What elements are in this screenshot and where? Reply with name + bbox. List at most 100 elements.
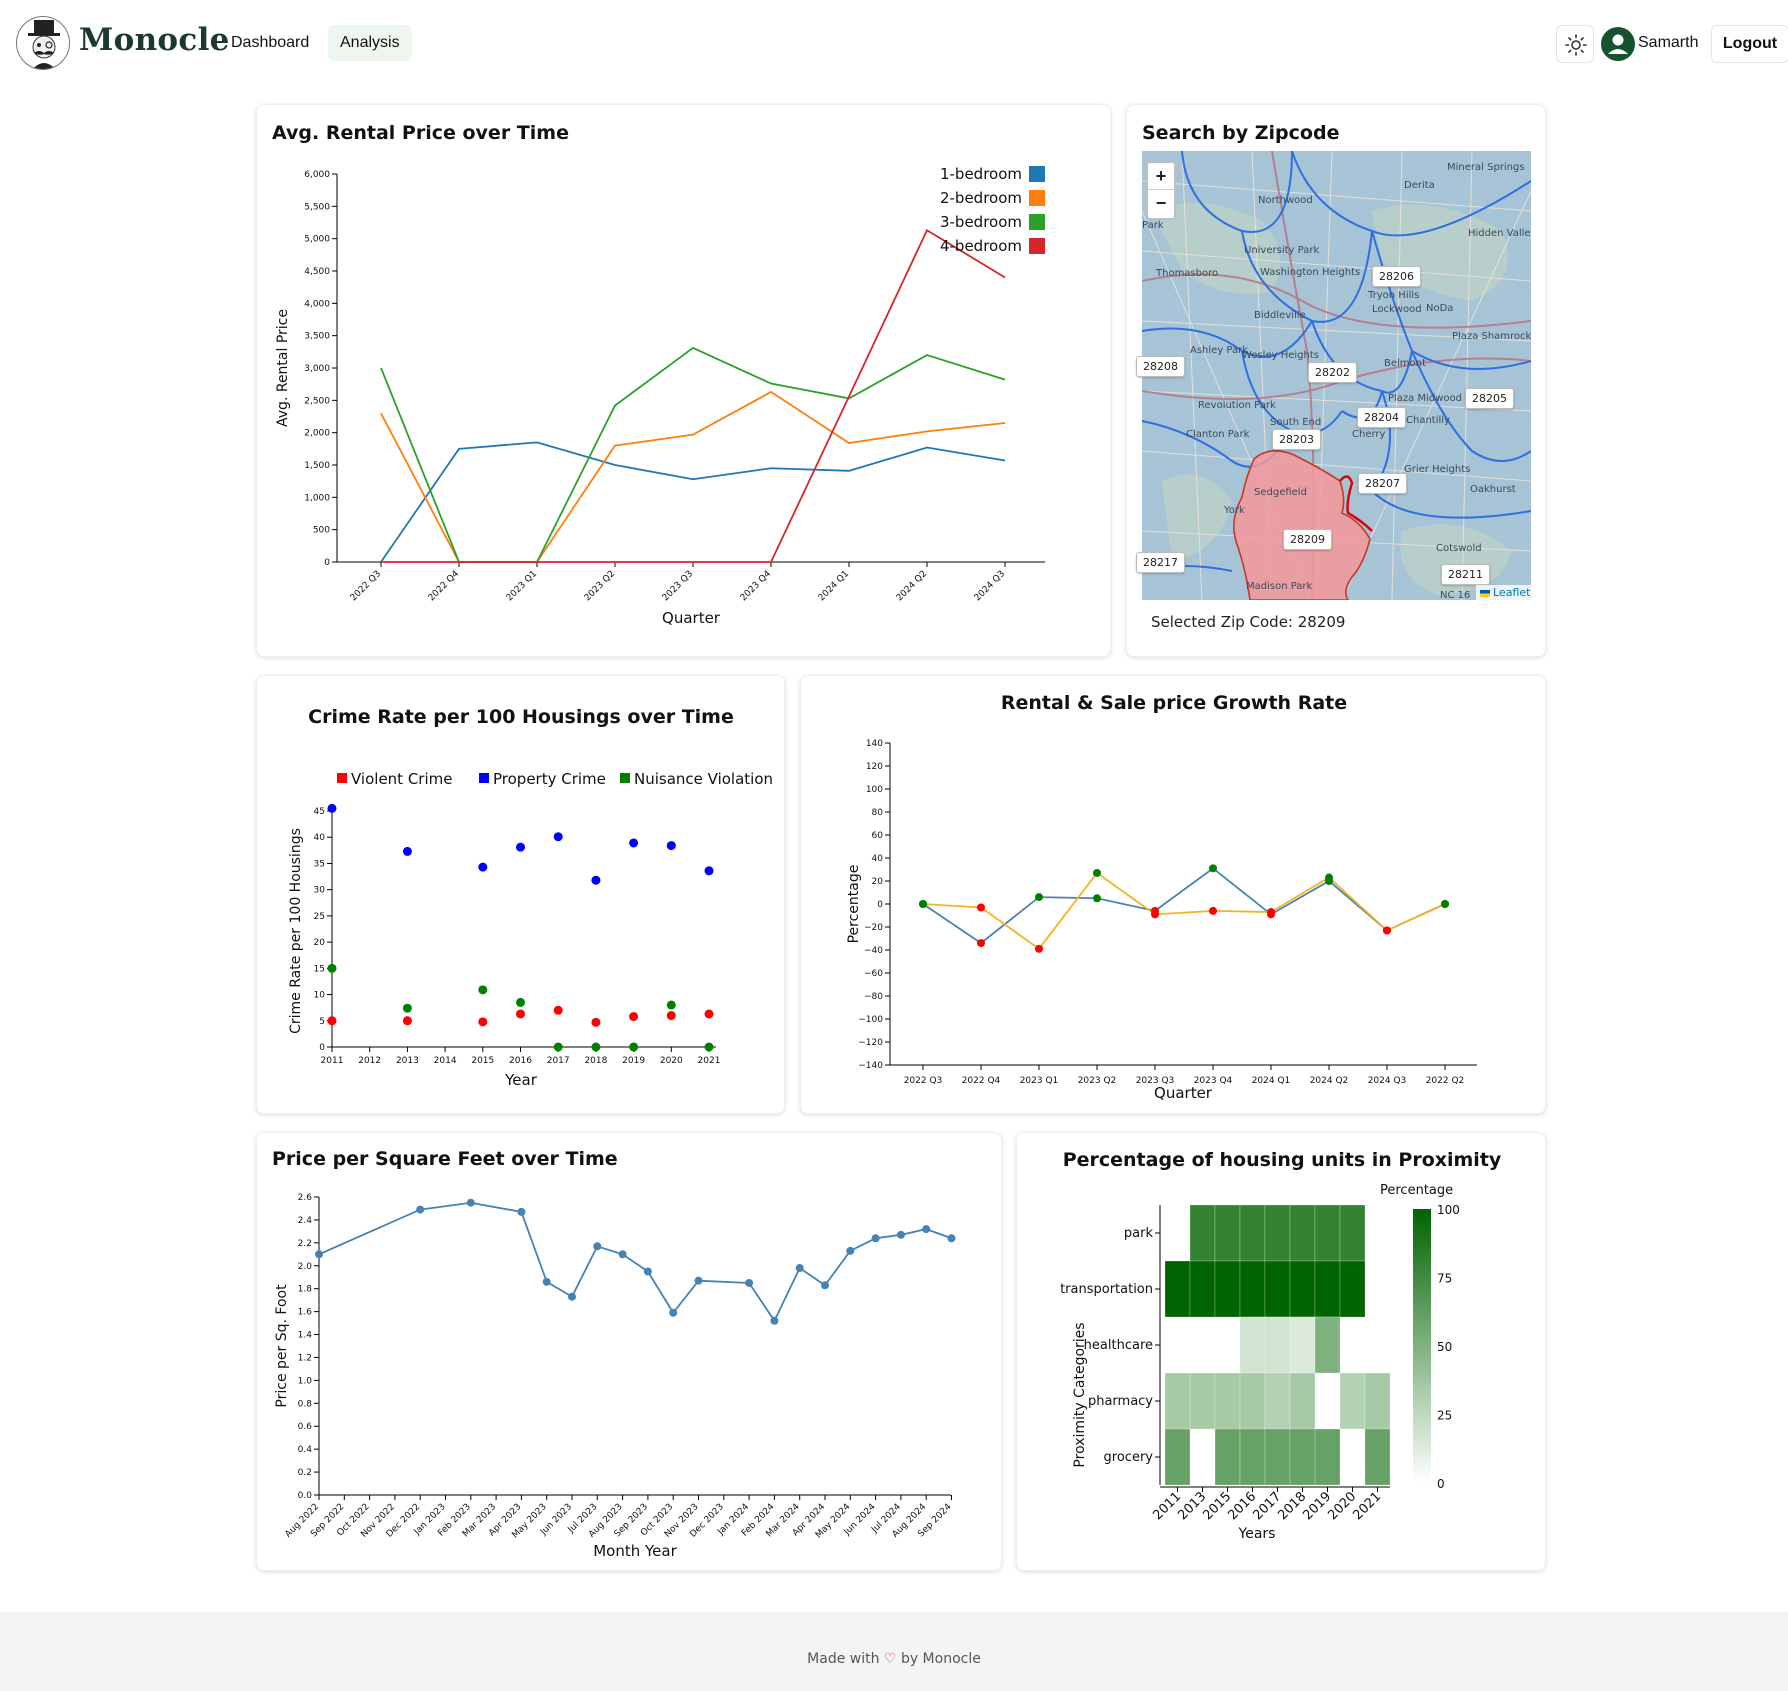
map-place-label: NoDa [1426,303,1453,314]
sqft-x-axis-label: Month Year [593,1542,677,1560]
sqft-point [643,1267,652,1276]
zip-label-28206[interactable]: 28206 [1372,266,1421,287]
monocle-logo-icon[interactable] [16,16,70,70]
rental-legend-swatch [1029,214,1045,230]
zip-label-28204[interactable]: 28204 [1357,407,1406,428]
crime-x-tick-label: 2019 [622,1056,645,1066]
heatmap-cell [1239,1316,1266,1374]
heatmap-x-axis-label: Years [1238,1526,1276,1542]
growth-y-tick-label: −140 [858,1061,883,1071]
map-attribution-text[interactable]: Leaflet [1493,586,1531,599]
sqft-point [416,1205,425,1214]
crime-point [591,1017,601,1027]
crime-point [704,1042,714,1052]
crime-point [478,1017,488,1027]
heatmap-y-axis-label: Proximity Categories [1072,1322,1088,1467]
crime-y-tick-label: 35 [314,859,325,869]
crime-point [704,1009,714,1019]
crime-y-tick-label: 40 [314,833,326,843]
crime-legend-swatch [479,773,489,783]
user-name[interactable]: Samarth [1638,34,1699,51]
rental-legend-label: 4-bedroom [940,237,1022,255]
zoom-out-button[interactable]: − [1155,193,1167,213]
growth-point [1325,873,1333,882]
sqft-y-tick-label: 0.6 [298,1422,313,1432]
heatmap-y-tick-label: transportation [1060,1282,1153,1297]
heatmap-cell [1364,1372,1391,1430]
user-avatar[interactable] [1601,27,1635,61]
zip-label-28205[interactable]: 28205 [1465,388,1514,409]
rental-y-tick-label: 1,000 [304,493,330,503]
selected-zip-area[interactable] [1233,450,1371,600]
crime-point [666,1000,676,1010]
heatmap-cell [1189,1260,1216,1318]
sqft-point [770,1316,779,1325]
growth-point [1093,894,1101,903]
sqft-point [846,1246,855,1255]
sqft-y-tick-label: 2.2 [298,1239,312,1249]
sqft-y-tick-label: 2.0 [298,1262,313,1272]
sqft-y-tick-label: 1.8 [298,1285,313,1295]
crime-y-tick-label: 30 [314,886,326,896]
growth-point [1383,926,1391,935]
crime-point [478,862,488,872]
map-place-label: Thomasboro [1155,268,1218,279]
map-place-label: Lockwood [1372,304,1422,315]
heatmap-y-tick-label: park [1124,1226,1154,1241]
zip-label-28203[interactable]: 28203 [1272,429,1321,450]
crime-y-tick-label: 10 [314,991,326,1001]
map-place-label: Revolution Park [1198,400,1276,411]
crime-x-tick-label: 2020 [660,1056,683,1066]
crime-point [629,1012,639,1022]
map-place-label: Sedgefield [1254,487,1307,498]
brand-name[interactable]: Monocle [79,22,230,58]
map-place-label: Derita [1404,180,1435,191]
growth-y-tick-label: −40 [864,946,883,956]
crime-point [553,1005,563,1015]
rental-y-tick-label: 4,500 [304,267,330,277]
logout-button[interactable]: Logout [1711,25,1788,63]
growth-point [1151,910,1159,919]
heatmap-cell [1214,1428,1241,1486]
zip-label-28211[interactable]: 28211 [1441,564,1490,585]
rental-y-tick-label: 1,500 [304,461,330,471]
sqft-price-title: Price per Square Feet over Time [272,1148,618,1170]
rental-legend-label: 2-bedroom [940,189,1022,207]
nav-analysis[interactable]: Analysis [328,25,412,61]
rental-legend-label: 3-bedroom [940,213,1022,231]
zip-label-28207[interactable]: 28207 [1358,473,1407,494]
map-place-label: Clanton Park [1186,429,1250,440]
growth-y-tick-label: −60 [864,969,883,979]
sqft-price-card: Price per Square Feet over Time 0.0 0.2 0.… [256,1132,1002,1571]
rental-x-tick-label: 2022 Q3 [349,569,383,603]
crime-point [516,842,525,852]
growth-point [1035,944,1043,953]
map-place-label: NC 16 [1440,590,1470,600]
sqft-point [821,1281,829,1290]
nav-dashboard[interactable]: Dashboard [231,34,310,51]
sqft-point [922,1225,931,1234]
map-place-label: Wesley Heights [1242,350,1319,361]
zip-label-28208[interactable]: 28208 [1136,356,1185,377]
heatmap-cell [1339,1204,1366,1262]
crime-point [553,1042,563,1052]
growth-rate-title: Rental & Sale price Growth Rate [1001,692,1347,714]
rental-y-tick-label: 500 [313,526,330,536]
growth-y-tick-label: 40 [872,854,884,864]
theme-toggle-button[interactable] [1556,25,1594,63]
map-attribution[interactable]: Leaflet [1476,585,1535,600]
growth-x-tick-label: 2024 Q3 [1368,1076,1407,1086]
zip-label-28202[interactable]: 28202 [1308,362,1357,383]
zip-label-28209[interactable]: 28209 [1283,529,1332,550]
crime-point [591,1042,601,1052]
map-place-label: York [1223,505,1245,516]
zip-label-28217[interactable]: 28217 [1136,552,1185,573]
map-place-label: Plaza Midwood [1388,393,1462,404]
map-place-label: Tryon Hills [1367,290,1419,301]
growth-x-tick-label: 2022 Q2 [1426,1076,1465,1086]
proximity-title: Percentage of housing units in Proximity [1063,1149,1502,1171]
heatmap-x-tick-label: 2021 [1350,1489,1384,1523]
map-place-label: Cotswold [1436,543,1482,554]
zoom-in-button[interactable]: + [1148,163,1174,190]
selected-zip-text: Selected Zip Code: 28209 [1151,613,1346,631]
